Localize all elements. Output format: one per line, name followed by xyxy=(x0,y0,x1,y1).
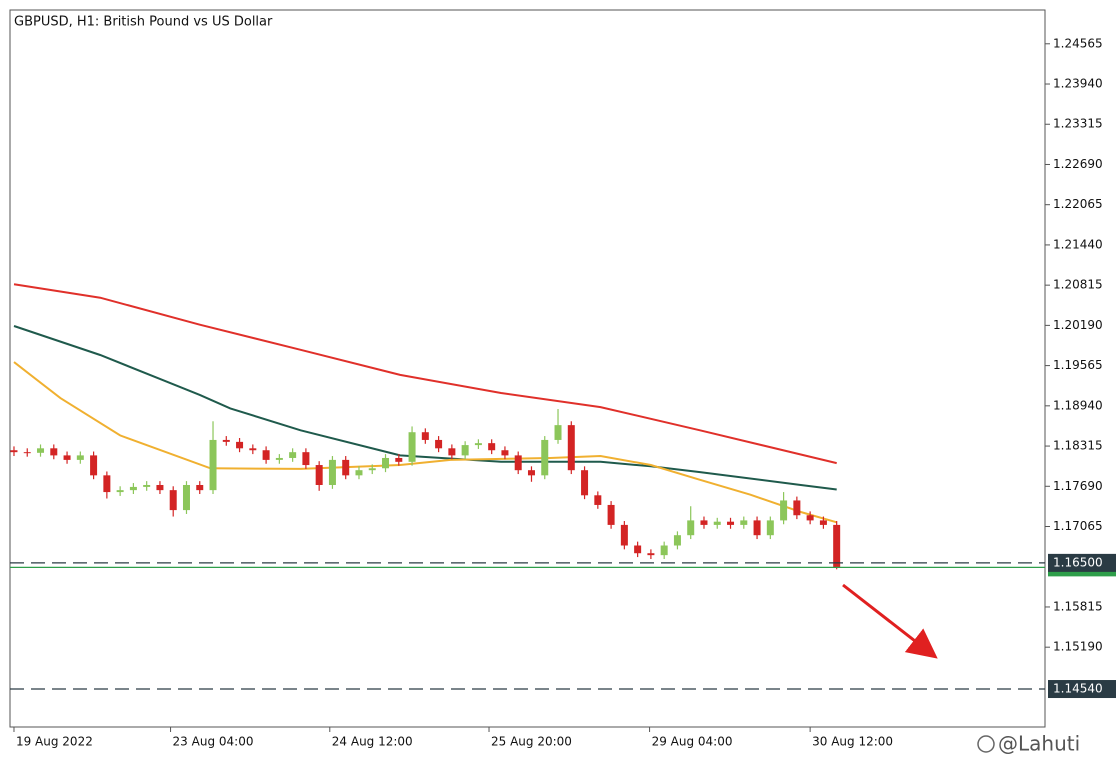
price-level-label: 1.16500 xyxy=(1053,555,1103,569)
candle-body xyxy=(236,441,244,449)
y-tick-label: 1.24565 xyxy=(1053,36,1103,50)
candle-body xyxy=(620,524,628,546)
candle-body xyxy=(448,448,456,456)
x-tick-label: 30 Aug 12:00 xyxy=(812,735,893,749)
candle-body xyxy=(421,432,429,440)
candle-body xyxy=(567,425,575,471)
candle-body xyxy=(740,520,748,525)
candle-body xyxy=(687,520,695,536)
candle-body xyxy=(647,553,655,556)
candle-body xyxy=(50,448,58,456)
price-level-box xyxy=(1048,553,1116,572)
candle-body xyxy=(514,455,522,471)
candle-body xyxy=(156,484,164,491)
candle-body xyxy=(23,452,31,454)
candle-body xyxy=(169,490,177,511)
moving-average xyxy=(13,283,837,465)
y-tick-label: 1.18940 xyxy=(1053,398,1103,412)
candle-body xyxy=(315,465,323,485)
candle-body xyxy=(594,495,602,505)
candle-body xyxy=(103,475,111,493)
y-tick-label: 1.18315 xyxy=(1053,439,1103,453)
x-tick-label: 24 Aug 12:00 xyxy=(332,735,413,749)
watermark-icon xyxy=(977,735,995,753)
candle-body xyxy=(143,484,151,487)
candle-body xyxy=(727,521,735,525)
y-tick-label: 1.21440 xyxy=(1053,237,1103,251)
candle-body xyxy=(819,520,827,525)
candle-body xyxy=(753,520,761,536)
candle-body xyxy=(355,470,363,476)
x-tick-label: 19 Aug 2022 xyxy=(16,735,93,749)
candle-body xyxy=(302,452,310,466)
candle-body xyxy=(766,520,774,536)
candle-body xyxy=(262,450,270,460)
candle-body xyxy=(713,521,721,525)
watermark-text: @Lahuti xyxy=(998,732,1080,756)
x-tick-label: 29 Aug 04:00 xyxy=(652,735,733,749)
candle-body xyxy=(806,515,814,521)
moving-average xyxy=(13,361,837,524)
candle-body xyxy=(342,459,350,476)
chart-title: GBPUSD, H1: British Pound vs US Dollar xyxy=(14,15,273,30)
candle-body xyxy=(328,459,336,485)
y-tick-label: 1.17690 xyxy=(1053,479,1103,493)
y-tick-label: 1.22065 xyxy=(1053,197,1103,211)
candle-body xyxy=(501,450,509,456)
candle-body xyxy=(474,443,482,446)
y-tick-label: 1.20190 xyxy=(1053,318,1103,332)
y-tick-label: 1.17065 xyxy=(1053,519,1103,533)
candle-body xyxy=(182,484,190,511)
x-tick-label: 25 Aug 20:00 xyxy=(491,735,572,749)
candle-body xyxy=(607,504,615,525)
candle-body xyxy=(660,545,668,556)
y-tick-label: 1.20815 xyxy=(1053,278,1103,292)
candle-body xyxy=(527,470,535,476)
candle-body xyxy=(37,448,45,453)
moving-average xyxy=(13,325,837,491)
candle-body xyxy=(10,450,18,453)
candle-body xyxy=(382,457,390,469)
candle-body xyxy=(368,468,376,471)
candle-body xyxy=(793,500,801,516)
candle-body xyxy=(700,520,708,525)
candle-body xyxy=(222,439,230,442)
candle-body xyxy=(275,457,283,460)
y-tick-label: 1.19565 xyxy=(1053,358,1103,372)
candle-body xyxy=(435,439,443,449)
candle-body xyxy=(581,470,589,496)
candle-body xyxy=(488,443,496,451)
candle-body xyxy=(833,524,841,568)
candle-body xyxy=(90,455,98,476)
candle-body xyxy=(461,445,469,456)
candle-body xyxy=(634,545,642,554)
candle-body xyxy=(76,455,84,460)
plot-area xyxy=(9,9,1046,728)
candle-body xyxy=(673,535,681,546)
candle-body xyxy=(116,490,124,493)
price-level-label: 1.14540 xyxy=(1053,682,1103,696)
watermark: @Lahuti xyxy=(977,732,1080,756)
candle-body xyxy=(408,432,416,462)
candle-body xyxy=(209,439,217,491)
price-level-box xyxy=(1048,680,1116,699)
candle-body xyxy=(780,500,788,521)
y-tick-label: 1.15190 xyxy=(1053,640,1103,654)
y-tick-label: 1.15815 xyxy=(1053,599,1103,613)
x-tick-label: 23 Aug 04:00 xyxy=(173,735,254,749)
candle-body xyxy=(63,455,71,460)
candle-body xyxy=(249,448,257,451)
y-tick-label: 1.23315 xyxy=(1053,117,1103,131)
y-tick-label: 1.23940 xyxy=(1053,77,1103,91)
candle-body xyxy=(395,457,403,462)
candle-body xyxy=(554,425,562,440)
y-tick-label: 1.22690 xyxy=(1053,157,1103,171)
candle-body xyxy=(541,439,549,476)
candle-body xyxy=(129,486,137,491)
arrow xyxy=(842,583,938,659)
candle-body xyxy=(196,484,204,491)
candle-body xyxy=(289,452,297,458)
